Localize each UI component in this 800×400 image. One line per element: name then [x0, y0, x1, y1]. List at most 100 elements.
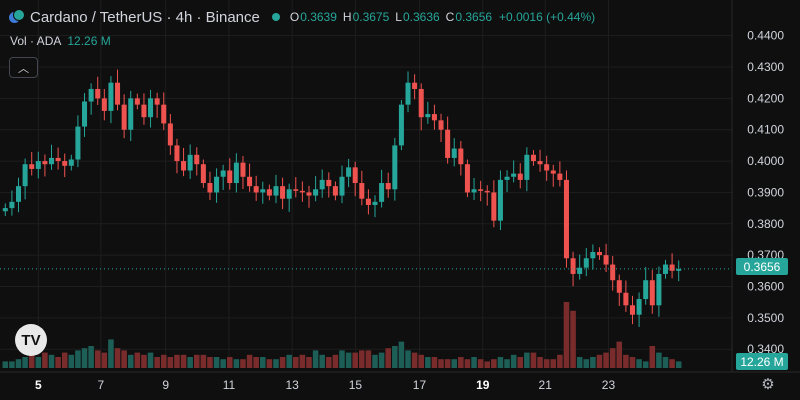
- volume-bar: [121, 350, 127, 368]
- x-tick-label: 15: [349, 378, 363, 392]
- x-tick-label: 11: [223, 378, 236, 392]
- volume-bar: [326, 357, 332, 368]
- candle-body: [484, 190, 490, 193]
- volume-bar: [15, 359, 22, 368]
- candle-body: [425, 114, 431, 118]
- candle-body: [517, 173, 523, 180]
- volume-bar: [299, 354, 306, 368]
- volume-bar: [537, 357, 543, 368]
- candle-body: [82, 101, 88, 127]
- candle-body: [563, 179, 569, 259]
- volume-bar: [226, 357, 233, 368]
- candle-body: [88, 88, 94, 102]
- low-key: L: [395, 10, 402, 24]
- candle-body: [240, 162, 246, 177]
- market-status-dot: [271, 13, 280, 21]
- volume-bar: [306, 357, 312, 368]
- volume-bar: [378, 352, 385, 368]
- y-tick-label: 0.4300: [747, 60, 784, 74]
- volume-bar: [2, 361, 9, 368]
- volume-bar: [147, 352, 154, 368]
- y-tick-label: 0.3900: [747, 185, 784, 199]
- candle-body: [319, 179, 325, 190]
- volume-bar: [160, 354, 167, 368]
- volume-bar: [491, 359, 497, 368]
- y-tick-label: 0.3400: [747, 342, 784, 356]
- volume-label[interactable]: Vol · ADA: [10, 34, 62, 48]
- volume-bar: [458, 357, 464, 368]
- volume-bar: [675, 361, 682, 368]
- volume-bar: [590, 357, 596, 368]
- candle-body: [207, 183, 213, 193]
- volume-bar: [127, 354, 134, 368]
- candle-body: [610, 264, 616, 281]
- candle-body: [49, 157, 55, 165]
- candle-body: [194, 154, 200, 165]
- volume-bar: [94, 350, 101, 368]
- volume-bar: [405, 350, 411, 368]
- candle-body: [359, 183, 365, 199]
- volume-bar: [563, 302, 570, 368]
- volume-bar: [359, 350, 365, 368]
- volume-bar: [154, 357, 160, 368]
- candle-body: [214, 176, 220, 193]
- candle-body: [511, 173, 517, 177]
- volume-bar: [81, 348, 88, 368]
- candle-body: [623, 292, 629, 306]
- volume-bar: [669, 359, 675, 368]
- y-tick-label: 0.4200: [747, 91, 784, 105]
- symbol-icon[interactable]: [8, 9, 25, 25]
- candle-body: [544, 164, 550, 171]
- candle-body: [293, 189, 299, 191]
- candle-body: [339, 176, 345, 196]
- volume-bar: [68, 354, 75, 368]
- volume-bar: [266, 359, 273, 368]
- volume-bar: [411, 352, 418, 368]
- high-value: 0.3675: [352, 10, 390, 24]
- candle-body: [583, 258, 589, 268]
- candle-body: [570, 258, 576, 274]
- last-price-tag: 0.3656: [736, 258, 788, 275]
- x-tick-label: 7: [97, 378, 104, 392]
- volume-bar: [623, 354, 629, 368]
- candle-body: [167, 123, 173, 146]
- candle-body: [280, 186, 286, 199]
- candle-body: [616, 280, 622, 293]
- volume-bar: [75, 350, 81, 368]
- volume-bar: [497, 357, 504, 368]
- candle-body: [313, 189, 319, 196]
- volume-bar: [273, 359, 279, 368]
- volume-bar: [352, 352, 358, 368]
- candle-body: [62, 161, 68, 166]
- candle-body: [22, 164, 28, 187]
- candle-body: [491, 192, 497, 221]
- candle-body: [75, 126, 81, 160]
- candle-body: [478, 189, 484, 191]
- candle-body: [273, 186, 279, 196]
- candle-body: [108, 82, 114, 111]
- candle-body: [603, 255, 609, 265]
- candle-body: [346, 167, 352, 177]
- volume-bar: [431, 357, 438, 368]
- candle-body: [161, 104, 167, 124]
- candle-body: [656, 273, 662, 306]
- candle-body: [68, 159, 74, 166]
- y-tick-label: 0.4000: [747, 154, 784, 168]
- volume-bar: [392, 346, 398, 368]
- symbol-title[interactable]: Cardano / TetherUS · 4h · Binance: [30, 8, 260, 26]
- volume-bar: [418, 354, 424, 368]
- volume-bar: [22, 357, 28, 368]
- tradingview-logo[interactable]: TV: [15, 324, 47, 356]
- candle-body: [577, 267, 583, 274]
- candle-body: [42, 161, 48, 165]
- volume-legend: Vol · ADA 12.26 M: [10, 34, 111, 48]
- y-tick-label: 0.3600: [747, 279, 784, 293]
- collapse-legend-button[interactable]: ︿: [9, 57, 38, 78]
- volume-bar: [524, 352, 530, 368]
- candle-body: [174, 145, 180, 162]
- candle-body: [55, 157, 61, 162]
- candle-body: [405, 82, 411, 105]
- candle-body: [227, 170, 233, 184]
- settings-gear-icon[interactable]: ⚙: [761, 376, 775, 393]
